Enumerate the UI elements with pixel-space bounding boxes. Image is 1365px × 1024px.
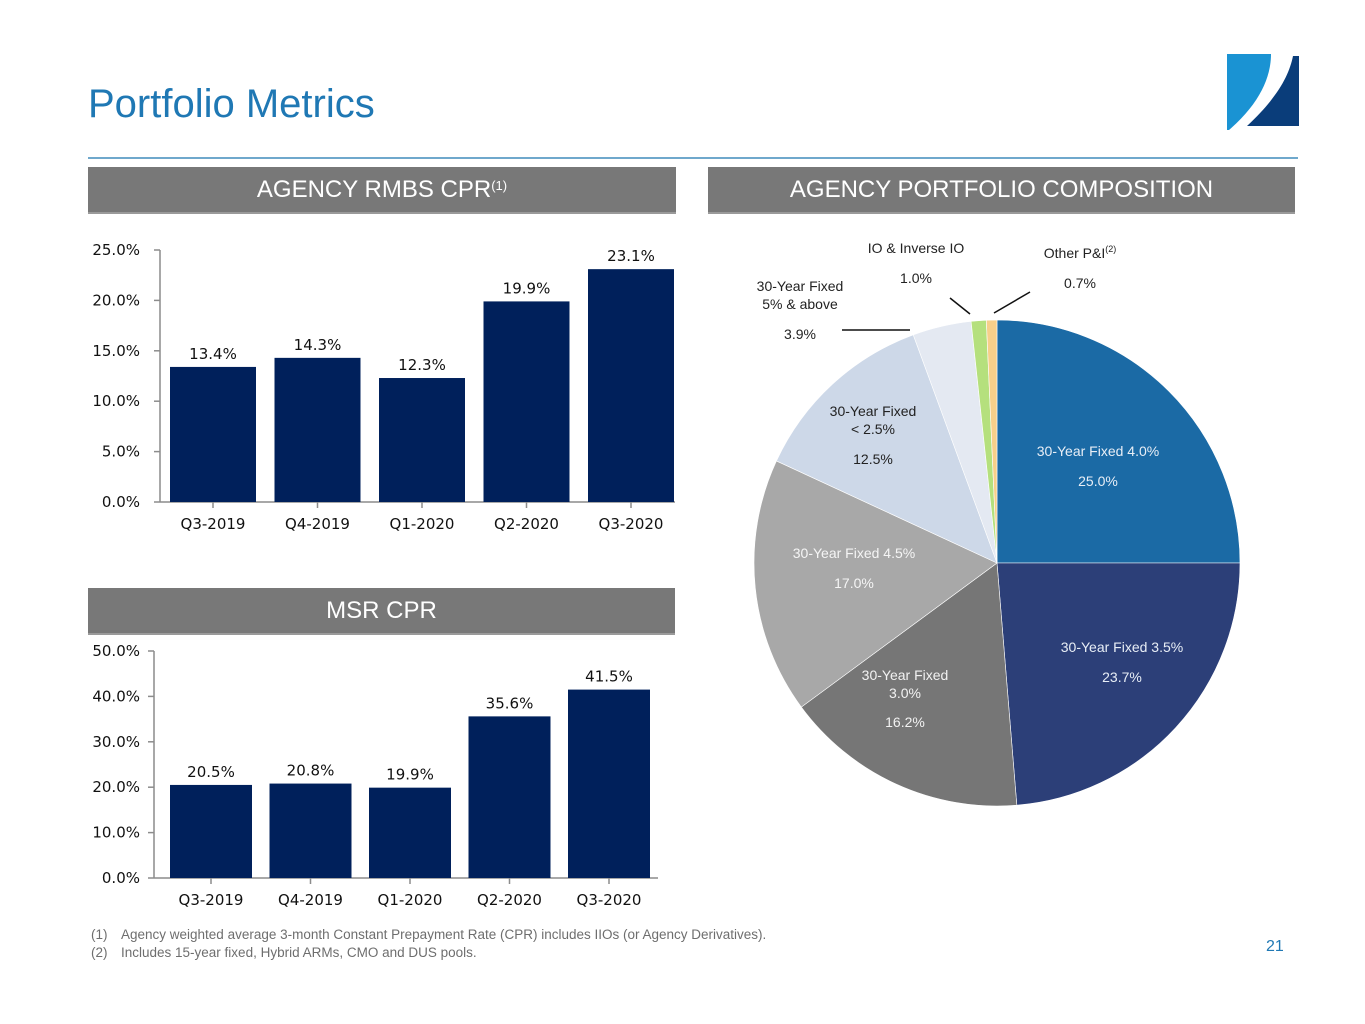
- page-number: 21: [1266, 938, 1284, 955]
- page-title: Portfolio Metrics: [88, 82, 375, 126]
- pie-label-30-year-fixed-3-0-: 30-Year Fixed 3.0% 16.2%: [862, 667, 949, 730]
- bar-q3-2019: [170, 366, 256, 502]
- x-tick-label: Q4-2019: [285, 515, 350, 533]
- data-label: 20.5%: [187, 763, 235, 781]
- x-tick-label: Q3-2020: [599, 515, 664, 533]
- bar-q2-2020: [483, 301, 570, 502]
- slice-label: Other P&I(2): [1044, 244, 1116, 261]
- pie-label-30-year-fixed-2-5-: 30-Year Fixed < 2.5% 12.5%: [830, 403, 917, 467]
- x-tick-label: Q2-2020: [494, 515, 559, 533]
- y-tick-label: 10.0%: [92, 824, 140, 842]
- data-label: 19.9%: [386, 766, 434, 784]
- x-tick-label: Q3-2019: [179, 891, 244, 909]
- slice-value: 1.0%: [900, 270, 932, 286]
- section-header-label: AGENCY PORTFOLIO COMPOSITION: [789, 175, 1214, 203]
- section-header-agency-portfolio: AGENCY PORTFOLIO COMPOSITION: [708, 167, 1295, 214]
- pie-label-30-year-fixed-4-0-: 30-Year Fixed 4.0% 25.0%: [1037, 443, 1159, 489]
- pie-slice-30-year-fixed-4-5-: [753, 460, 998, 708]
- x-tick-label: Q3-2019: [181, 515, 246, 533]
- y-tick-label: 5.0%: [102, 443, 140, 461]
- y-tick-label: 50.0%: [92, 642, 140, 660]
- agency-rmbs-cpr-chart: 0.0% 5.0% 10.0% 15.0% 20.0% 25.0% 13.4% Q3-2019…: [92, 241, 675, 533]
- footnote-2: (2) Includes 15-year fixed, Hybrid ARMs,…: [91, 944, 766, 962]
- slice-label: IO & Inverse IO: [868, 240, 965, 256]
- slice-value: 23.7%: [1102, 669, 1142, 685]
- slice-label: 30-Year Fixed 4.0%: [1037, 443, 1159, 459]
- pie-label-30-year-fixed-5-above: 30-Year Fixed 5% & above 3.9%: [757, 278, 910, 342]
- agency-portfolio-composition-pie: 30-Year Fixed 4.0% 25.0% 30-Year Fixed 3.5…: [753, 240, 1241, 807]
- slice-label: 30-Year Fixed 4.5%: [793, 545, 915, 561]
- bar-q3-2019: [170, 784, 252, 878]
- pie-slice-other-p-i: [986, 319, 998, 564]
- x-tick-label: Q2-2020: [477, 891, 542, 909]
- footnote-text: Includes 15-year fixed, Hybrid ARMs, CMO…: [121, 945, 477, 960]
- section-header-label: MSR CPR: [326, 596, 437, 624]
- pie-label-30-year-fixed-4-5-: 30-Year Fixed 4.5% 17.0%: [793, 545, 915, 591]
- bar-q4-2019: [274, 357, 361, 502]
- company-logo-icon: [1227, 54, 1299, 130]
- pie-slice-30-year-fixed-2-5-: [776, 334, 998, 564]
- footnote-number: (1): [91, 927, 108, 942]
- x-tick-label: Q4-2019: [278, 891, 343, 909]
- footnotes: (1) Agency weighted average 3-month Cons…: [91, 926, 766, 962]
- y-tick-label: 0.0%: [102, 493, 140, 511]
- x-tick-label: Q1-2020: [390, 515, 455, 533]
- pie-slice-30-year-fixed-3-5-: [996, 562, 1241, 806]
- slice-label: 30-Year Fixed: [830, 403, 917, 419]
- pie-label-30-year-fixed-3-5-: 30-Year Fixed 3.5% 23.7%: [1061, 639, 1183, 685]
- data-label: 19.9%: [503, 279, 551, 297]
- slice-label: < 2.5%: [851, 421, 895, 437]
- section-header-label: AGENCY RMBS CPR: [256, 175, 492, 203]
- y-tick-label: 25.0%: [92, 241, 140, 259]
- data-label: 14.3%: [294, 336, 342, 354]
- slice-value: 17.0%: [834, 575, 874, 591]
- leader-line: [993, 291, 1031, 314]
- bar-q3-2020: [588, 269, 674, 502]
- data-label: 12.3%: [398, 356, 446, 374]
- bar-q4-2019: [269, 783, 352, 878]
- x-tick-label: Q1-2020: [378, 891, 443, 909]
- slice-label: 5% & above: [762, 296, 838, 312]
- x-tick-label: Q3-2020: [577, 891, 642, 909]
- pie-label-io-inverse-io: IO & Inverse IO 1.0%: [868, 240, 971, 315]
- bar-q3-2020: [568, 689, 650, 878]
- data-label: 41.5%: [585, 668, 633, 686]
- footnote-number: (2): [91, 945, 108, 960]
- title-divider: [88, 157, 1298, 159]
- y-tick-label: 30.0%: [92, 733, 140, 751]
- msr-cpr-chart: 0.0% 10.0% 20.0% 30.0% 40.0% 50.0% 20.5% Q3-201…: [92, 642, 658, 909]
- slice-label: 30-Year Fixed 3.5%: [1061, 639, 1183, 655]
- slice-value: 0.7%: [1064, 275, 1096, 291]
- footnote-text: Agency weighted average 3-month Constant…: [121, 927, 767, 942]
- bar-q2-2020: [468, 716, 551, 878]
- data-label: 35.6%: [486, 694, 534, 712]
- footnote-ref: (2): [1105, 244, 1116, 254]
- footnote-ref: (1): [491, 178, 508, 193]
- bar-q1-2020: [369, 787, 451, 878]
- footnote-1: (1) Agency weighted average 3-month Cons…: [91, 926, 766, 944]
- data-label: 23.1%: [607, 247, 655, 265]
- data-label: 13.4%: [189, 345, 237, 363]
- slice-label: 30-Year Fixed: [757, 278, 844, 294]
- y-tick-label: 10.0%: [92, 392, 140, 410]
- leader-line: [949, 297, 971, 315]
- pie-slice-30-year-fixed-4-0-: [996, 319, 1241, 564]
- slice-value: 16.2%: [885, 714, 925, 730]
- y-tick-label: 20.0%: [92, 778, 140, 796]
- slice-value: 3.9%: [784, 326, 816, 342]
- section-header-msr-cpr: MSR CPR: [88, 588, 675, 635]
- y-tick-label: 40.0%: [92, 687, 140, 705]
- data-label: 20.8%: [287, 762, 335, 780]
- bar-q1-2020: [379, 378, 465, 502]
- y-tick-label: 20.0%: [92, 291, 140, 309]
- pie-label-other-p-i: Other P&I(2) 0.7%: [993, 244, 1116, 314]
- slice-label: 30-Year Fixed: [862, 667, 949, 683]
- y-tick-label: 0.0%: [102, 869, 140, 887]
- section-header-agency-rmbs-cpr: AGENCY RMBS CPR (1): [88, 167, 676, 214]
- slice-label: 3.0%: [889, 685, 921, 701]
- pie-slice-30-year-fixed-3-0-: [800, 562, 1018, 807]
- y-tick-label: 15.0%: [92, 342, 140, 360]
- slice-value: 12.5%: [853, 451, 893, 467]
- slice-value: 25.0%: [1078, 473, 1118, 489]
